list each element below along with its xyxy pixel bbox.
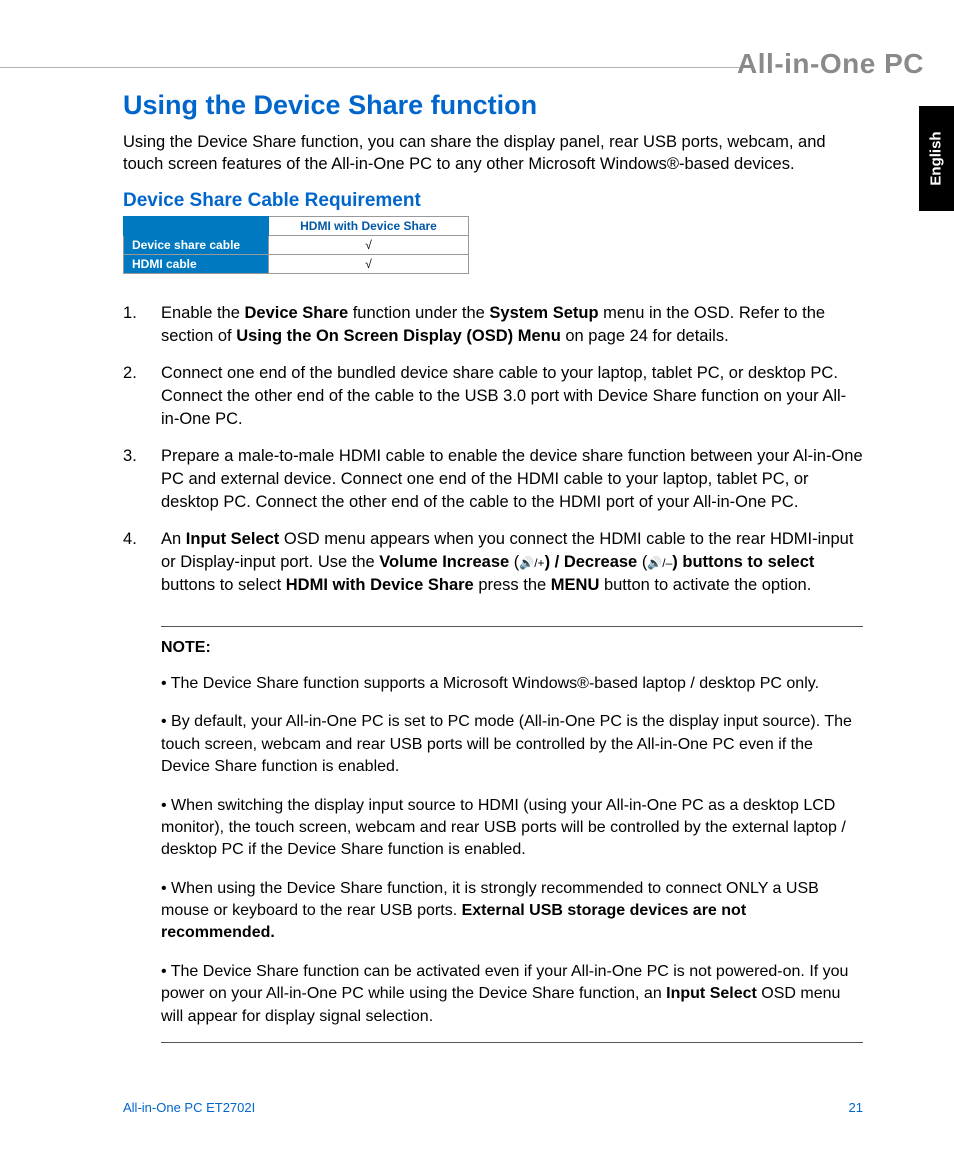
language-tab: English — [919, 106, 954, 211]
step-text: on page 24 for details. — [561, 327, 729, 345]
note-item: • The Device Share function can be activ… — [161, 961, 863, 1028]
header-rule — [0, 67, 745, 68]
step-bold: Decrease — [564, 553, 637, 571]
step-text: press the — [474, 576, 551, 594]
step-bold: System Setup — [489, 304, 598, 322]
step-bold: MENU — [551, 576, 600, 594]
step-bold: Input Select — [186, 530, 280, 548]
table-corner — [124, 216, 269, 235]
step-text: button to activate the option. — [599, 576, 811, 594]
volume-up-icon: 🔊/+ — [519, 555, 544, 572]
step-bold: Device Share — [244, 304, 348, 322]
footer-page-number: 21 — [849, 1100, 863, 1115]
step-text: ( — [509, 553, 519, 571]
cable-requirement-table: HDMI with Device Share Device share cabl… — [123, 216, 469, 274]
note-item: • By default, your All-in-One PC is set … — [161, 711, 863, 778]
step-text: Enable the — [161, 304, 244, 322]
step-1: Enable the Device Share function under t… — [123, 302, 863, 348]
step-bold: ) buttons to select — [672, 553, 814, 571]
table-row: Device share cable √ — [124, 235, 469, 254]
table-row-label: HDMI cable — [124, 254, 269, 273]
table-row: HDMI cable √ — [124, 254, 469, 273]
step-bold: Volume Increase — [379, 553, 509, 571]
table-cell: √ — [269, 254, 469, 273]
note-bold: Input Select — [666, 985, 757, 1002]
step-bold: HDMI with Device Share — [286, 576, 474, 594]
note-item: • The Device Share function supports a M… — [161, 673, 863, 695]
subheading: Device Share Cable Requirement — [123, 190, 863, 212]
page-content: Using the Device Share function Using th… — [123, 90, 863, 1043]
step-text: ( — [637, 553, 647, 571]
note-label: NOTE: — [161, 637, 863, 659]
volume-down-icon: 🔊/– — [647, 555, 672, 572]
step-3: Prepare a male-to-male HDMI cable to ena… — [123, 445, 863, 514]
step-text: function under the — [348, 304, 489, 322]
step-2: Connect one end of the bundled device sh… — [123, 362, 863, 431]
note-item: • When switching the display input sourc… — [161, 795, 863, 862]
step-bold: ) / — [545, 553, 564, 571]
table-col-header: HDMI with Device Share — [269, 216, 469, 235]
table-row-label: Device share cable — [124, 235, 269, 254]
language-label: English — [928, 131, 945, 185]
step-bold: Using the On Screen Display (OSD) Menu — [236, 327, 561, 345]
brand-title: All-in-One PC — [737, 48, 924, 80]
page-footer: All-in-One PC ET2702I 21 — [123, 1100, 863, 1115]
steps-list: Enable the Device Share function under t… — [123, 302, 863, 598]
footer-model: All-in-One PC ET2702I — [123, 1100, 255, 1115]
step-text: buttons to select — [161, 576, 286, 594]
step-text: An — [161, 530, 186, 548]
step-4: An Input Select OSD menu appears when yo… — [123, 528, 863, 597]
intro-paragraph: Using the Device Share function, you can… — [123, 131, 863, 176]
table-cell: √ — [269, 235, 469, 254]
note-item: • When using the Device Share function, … — [161, 878, 863, 945]
note-box: NOTE: • The Device Share function suppor… — [161, 626, 863, 1043]
page-heading: Using the Device Share function — [123, 90, 863, 121]
